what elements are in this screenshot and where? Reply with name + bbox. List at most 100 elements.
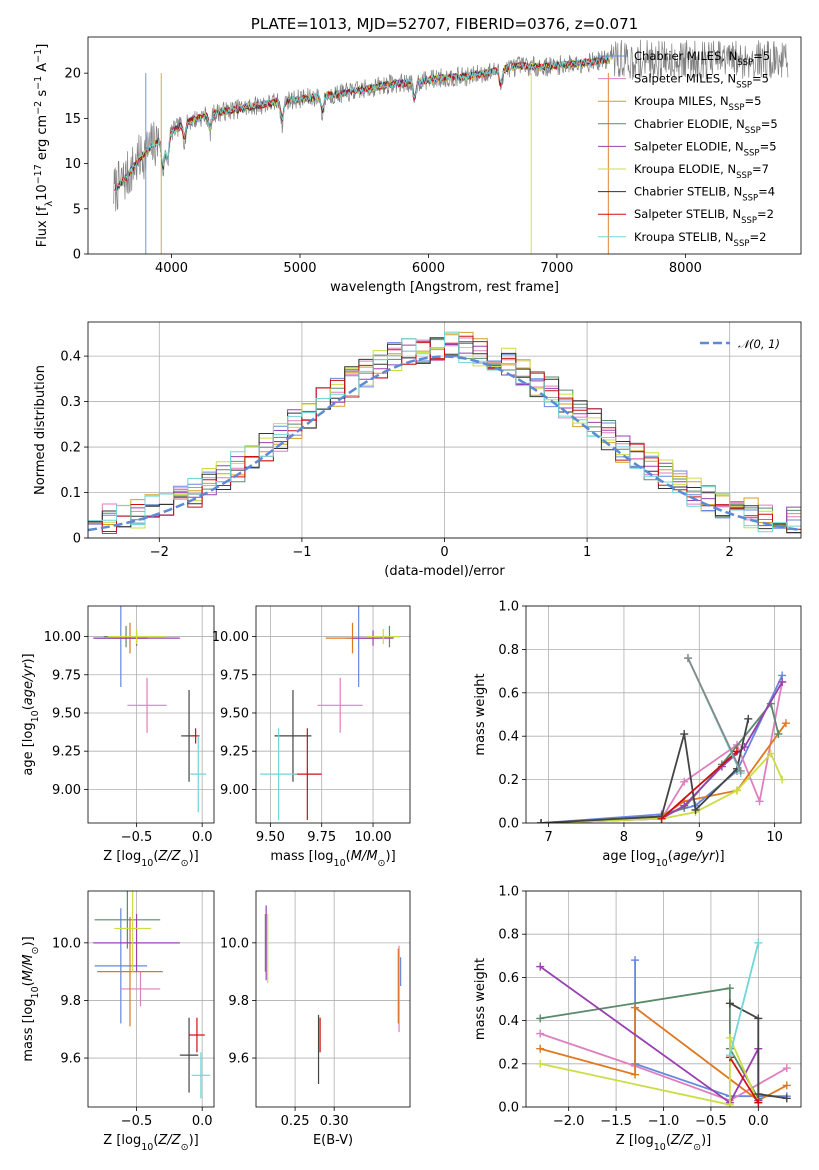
label-part: 10 (30, 986, 41, 998)
legend-label: Kroupa STELIB, NSSP=2 (634, 230, 766, 249)
series-line-4 (539, 965, 760, 1105)
series-line-7 (661, 750, 738, 820)
y-tick-label: 0.6 (498, 971, 519, 986)
legend-text: Salpeter ELODIE, N (634, 139, 744, 153)
x-tick-label: 0.25 (281, 1114, 310, 1129)
legend-sub: SSP (734, 239, 750, 249)
legend-label: Salpeter MILES, NSSP=5 (634, 72, 769, 91)
x-tick-label: 2 (726, 545, 734, 560)
label-part: ⊙ (181, 1142, 189, 1153)
legend-label: Salpeter ELODIE, NSSP=5 (634, 139, 777, 158)
y-tick-label: 9.75 (52, 668, 81, 683)
x-axis-label: age [log10(age/yr)] (602, 849, 724, 869)
mass-vs-metallicity-panel: −0.5 0.09.69.810.0Z [log10(Z/Z⊙)]mass [lo… (21, 890, 215, 1153)
y-tick-label: 9.25 (220, 745, 249, 760)
y-tick-label: 0.2 (498, 773, 519, 788)
label-part: erg cm (35, 115, 50, 164)
label-part: −17 (33, 164, 44, 184)
histogram-8 (88, 331, 801, 538)
y-tick-label: 9.50 (220, 706, 249, 721)
label-part: ( (153, 1133, 158, 1148)
gaussian-curve (88, 355, 801, 532)
x-tick-label: 0 (440, 545, 448, 560)
y-tick-label: 9.00 (220, 783, 249, 798)
legend-text: =7 (752, 162, 769, 176)
x-tick-label: −0.5 (695, 1114, 727, 1129)
legend-text: Salpeter STELIB, N (634, 207, 741, 221)
x-tick-label: −1 (292, 545, 311, 560)
legend-sub: SSP (729, 103, 745, 113)
y-tick-label: 9.8 (228, 994, 249, 1009)
x-tick-label: 6000 (412, 261, 445, 276)
x-axis-label: Z [log10(Z/Z⊙)] (616, 1133, 711, 1153)
y-tick-label: 0.2 (60, 441, 81, 456)
x-tick-label: 10.00 (354, 830, 391, 845)
label-part: −1 (33, 49, 44, 63)
legend-text: Salpeter MILES, N (634, 72, 736, 86)
label-part: )] (386, 849, 396, 864)
legend-text: =5 (744, 94, 761, 108)
legend-label: Chabrier ELODIE, NSSP=5 (634, 117, 778, 136)
y-axis-label: Normed distribution (33, 365, 48, 495)
x-tick-label: −0.5 (121, 1114, 153, 1129)
x-tick-label: −2 (150, 545, 169, 560)
label-part: mass weight (473, 958, 488, 1040)
y-tick-label: 9.6 (60, 1052, 81, 1067)
label-part: ⊙ (378, 858, 386, 869)
x-tick-label: 0.0 (192, 1114, 213, 1129)
y-axis-label: Flux [fλ10−17 erg cm−2 s−1 A−1] (33, 44, 55, 248)
legend-text: =4 (758, 185, 775, 199)
x-tick-label: 8000 (669, 261, 702, 276)
y-axis-label: mass weight (473, 958, 488, 1040)
label-part: mass [log (270, 849, 333, 864)
x-tick-label: −2.0 (553, 1114, 585, 1129)
label-part: 10 (334, 858, 346, 869)
y-tick-label: 10.00 (44, 630, 81, 645)
y-tick-label: 10.0 (52, 936, 81, 951)
label-part: )] (701, 1133, 711, 1148)
label-part: age [log (21, 722, 36, 775)
series-line-7 (729, 1056, 760, 1104)
legend-label: Salpeter STELIB, NSSP=2 (634, 207, 774, 226)
series-line-6 (729, 1002, 787, 1100)
legend-text: Kroupa STELIB, N (634, 230, 734, 244)
legend-text: =5 (752, 72, 769, 86)
x-tick-label: −0.5 (121, 830, 153, 845)
series-line-8 (729, 942, 760, 1056)
label-part: 10 (141, 1142, 153, 1153)
y-tick-label: 9.25 (52, 745, 81, 760)
y-axis-label: mass [log10(M/M⊙)] (21, 936, 41, 1061)
x-axis-label: Z [log10(Z/Z⊙)] (103, 849, 198, 869)
x-tick-label: 0.0 (192, 830, 213, 845)
axes-frame (87, 321, 802, 539)
age-vs-mass-panel: 9.50 9.75 10.00 9.00 9.25 9.50 9.75 10.00 mass [… (212, 605, 411, 869)
series-line-5 (540, 1037, 760, 1106)
legend-label: Kroupa ELODIE, NSSP=7 (634, 162, 769, 181)
y-tick-label: 10.00 (212, 630, 249, 645)
legend-text: =2 (757, 207, 774, 221)
series-line-5 (541, 751, 784, 823)
label-part: age [log (602, 849, 655, 864)
y-tick-label: 9.6 (228, 1052, 249, 1067)
label-part: Z [log (103, 1133, 141, 1148)
legend-sub: SSP (742, 194, 758, 204)
label-part: Z [log (103, 849, 141, 864)
legend-label: Chabrier MILES, NSSP=5 (634, 49, 770, 68)
x-axis-label: Z [log10(Z/Z⊙)] (103, 1133, 198, 1153)
label-part: )] (21, 936, 36, 946)
y-tick-label: 0.8 (498, 928, 519, 943)
x-tick-label: 9.75 (307, 830, 336, 845)
legend-label: Chabrier STELIB, NSSP=4 (634, 185, 775, 204)
x-tick-label: −1.5 (600, 1114, 632, 1129)
y-tick-label: 0.4 (498, 730, 519, 745)
x-axis-label: wavelength [Angstrom, rest frame] (330, 280, 559, 295)
label-part: 10 (654, 1142, 666, 1153)
x-tick-label: 9 (695, 830, 703, 845)
y-tick-label: 9.00 (52, 783, 81, 798)
label-part: −1 (33, 76, 44, 90)
x-axis-label: E(B-V) (313, 1133, 353, 1148)
y-tick-label: 0.3 (60, 395, 81, 410)
legend-text: =5 (760, 139, 777, 153)
label-part: Z/Z (157, 1133, 181, 1148)
